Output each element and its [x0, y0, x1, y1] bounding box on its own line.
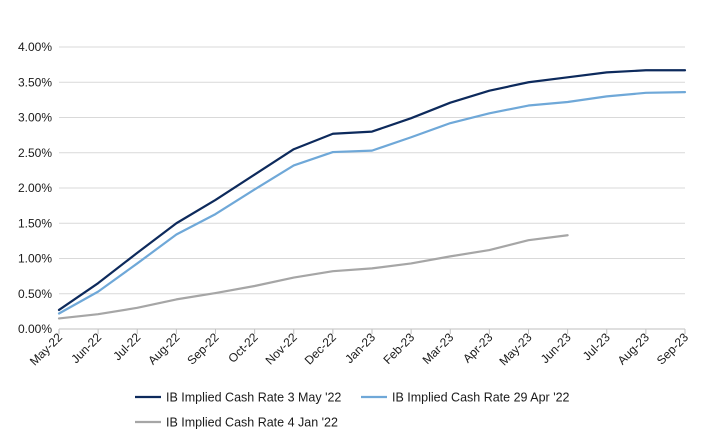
x-tick-label: Jul-22 — [110, 330, 143, 363]
y-tick-label: 4.00% — [18, 40, 52, 54]
x-tick-label: Jun-22 — [68, 330, 104, 366]
x-tick-label: Apr-23 — [460, 330, 496, 366]
legend-label-3: IB Implied Cash Rate 4 Jan '22 — [166, 416, 338, 430]
x-tick-label: Jan-23 — [342, 330, 378, 366]
y-tick-label: 3.00% — [18, 111, 52, 125]
x-tick-label: Mar-23 — [420, 330, 457, 367]
x-tick-label: Oct-22 — [225, 330, 261, 366]
x-tick-label: Dec-22 — [302, 330, 339, 367]
y-tick-label: 0.50% — [18, 287, 52, 301]
x-tick-label: May-23 — [496, 330, 534, 368]
x-tick-label: Sep-23 — [654, 330, 691, 367]
x-tick-label: Jul-23 — [580, 330, 613, 363]
x-tick-label: Aug-22 — [145, 330, 182, 367]
y-tick-label: 0.00% — [18, 322, 52, 336]
gridlines — [59, 46, 685, 330]
series-line-2 — [57, 91, 687, 315]
x-tick-label: Sep-22 — [184, 330, 221, 367]
y-tick-label: 1.00% — [18, 252, 52, 266]
x-tick-label: Nov-22 — [263, 330, 300, 367]
x-tick-label: Jun-23 — [538, 330, 574, 366]
series-lines — [57, 69, 687, 320]
legend-label-2: IB Implied Cash Rate 29 Apr '22 — [392, 391, 570, 405]
axes: 0.00% 0.50% 1.00% 1.50% 2.00% 2.50% 3.00% 3.50%… — [18, 40, 691, 368]
legend: IB Implied Cash Rate 3 May '22 IB Implied… — [135, 391, 570, 430]
series-line-1 — [57, 69, 687, 312]
x-tick-label: Aug-23 — [615, 330, 652, 367]
y-tick-label: 2.50% — [18, 146, 52, 160]
y-tick-label: 3.50% — [18, 75, 52, 89]
legend-label-1: IB Implied Cash Rate 3 May '22 — [166, 391, 341, 405]
y-tick-label: 2.00% — [18, 181, 52, 195]
x-tick-label: Feb-23 — [380, 330, 417, 367]
series-line-3 — [57, 234, 569, 320]
y-tick-label: 1.50% — [18, 216, 52, 230]
